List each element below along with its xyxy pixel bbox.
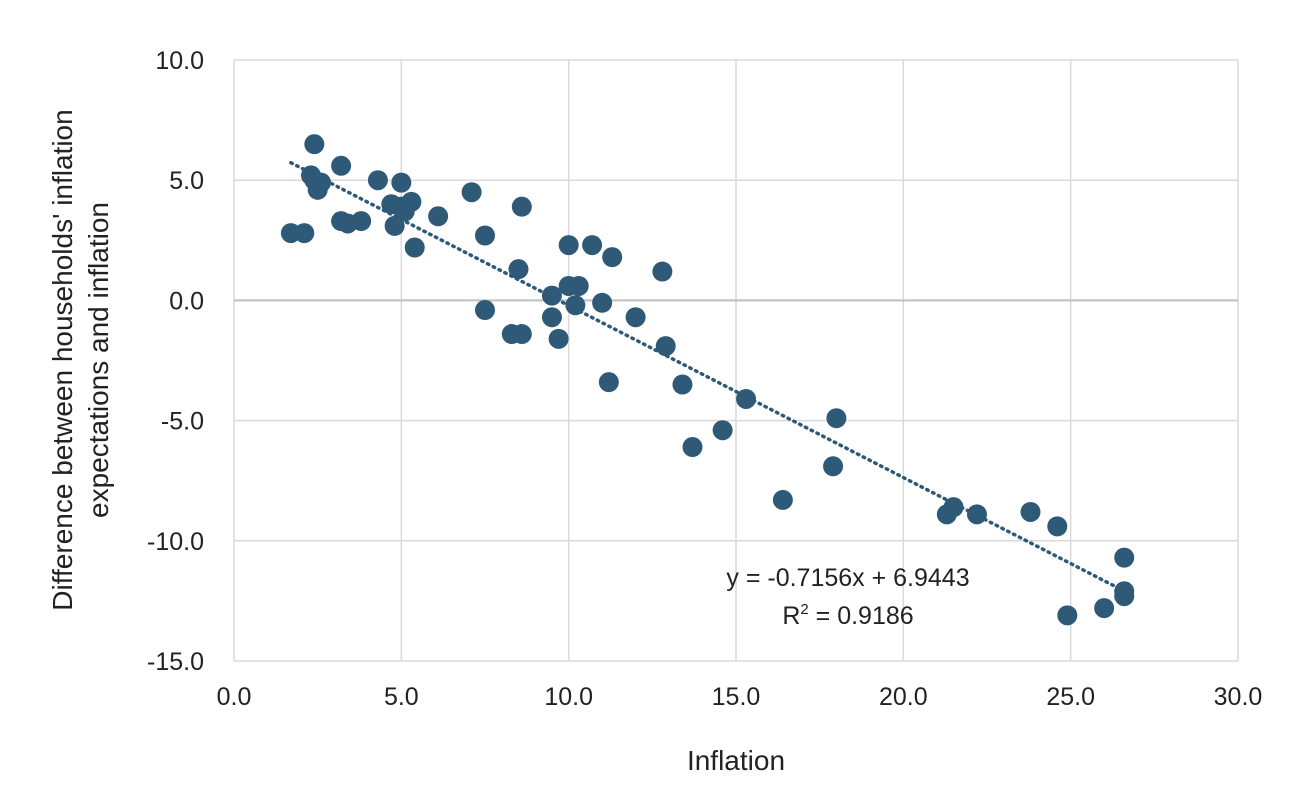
data-point [511,196,532,217]
r2-superscript: 2 [800,601,808,618]
x-tick-label: 25.0 [1046,683,1095,711]
y-tick-label: -5.0 [161,408,204,436]
data-point [598,372,619,393]
trendline [289,160,1126,593]
data-point [548,328,569,349]
data-point [304,134,325,155]
data-point [736,388,757,409]
data-point [367,170,388,191]
data-point [772,489,793,510]
data-point [391,172,412,193]
y-axis-title-line-1: Difference between households' inflation [47,109,78,610]
x-axis-title: Inflation [687,745,785,776]
y-tick-label: -15.0 [147,648,204,676]
data-point [428,206,449,227]
y-tick-label: 0.0 [169,287,204,315]
y-tick-label: 10.0 [155,47,204,75]
x-axis-tick-labels: 0.0 5.0 10.0 15.0 20.0 25.0 30.0 [217,683,1263,711]
y-axis-tick-labels: 10.0 5.0 0.0 -5.0 -10.0 -15.0 [147,47,204,676]
y-tick-label: 5.0 [169,167,204,195]
x-tick-label: 0.0 [217,683,252,711]
data-point [511,324,532,345]
data-point [712,420,733,441]
data-point [592,292,613,313]
data-point [625,307,646,328]
data-point [475,225,495,246]
data-point [943,497,964,518]
data-point [565,295,586,316]
data-point [461,182,482,203]
x-tick-label: 10.0 [544,683,593,711]
data-point [966,504,987,525]
trendline-group [289,160,1126,593]
data-point [404,237,425,258]
data-point [1047,516,1068,537]
trendline-equation: y = -0.7156x + 6.9443 [726,564,969,592]
r2-prefix: R [782,602,800,630]
data-point [475,300,495,321]
data-point [1057,605,1078,626]
x-tick-label: 30.0 [1214,683,1263,711]
x-tick-label: 15.0 [712,683,761,711]
data-point [541,307,562,328]
data-point [331,155,352,176]
data-point [823,456,844,477]
r2-value: = 0.9186 [809,602,914,630]
data-point [682,437,703,458]
trendline-r-squared: R2 = 0.9186 [782,601,913,630]
data-point [311,172,332,193]
data-point [1114,586,1135,607]
data-point [568,275,589,296]
data-point [351,211,372,232]
data-point [652,261,673,282]
data-point [1094,598,1115,619]
gridlines [233,59,1239,662]
data-point [508,259,529,280]
x-tick-label: 5.0 [384,683,419,711]
data-point [558,235,579,256]
data-point [294,223,315,244]
y-tick-label: -10.0 [147,528,204,556]
x-tick-label: 20.0 [879,683,928,711]
y-axis-title: Difference between households' inflation… [47,109,114,610]
data-point [826,408,847,429]
data-point [582,235,603,256]
y-axis-title-line-2: expectations and inflation [83,202,114,518]
data-points [280,134,1135,626]
data-point [602,247,623,268]
data-point [672,374,693,395]
data-point [401,191,422,212]
data-point [655,336,676,357]
data-point [384,215,405,236]
data-point [1020,501,1041,522]
data-point [541,285,562,306]
data-point [1114,547,1135,568]
